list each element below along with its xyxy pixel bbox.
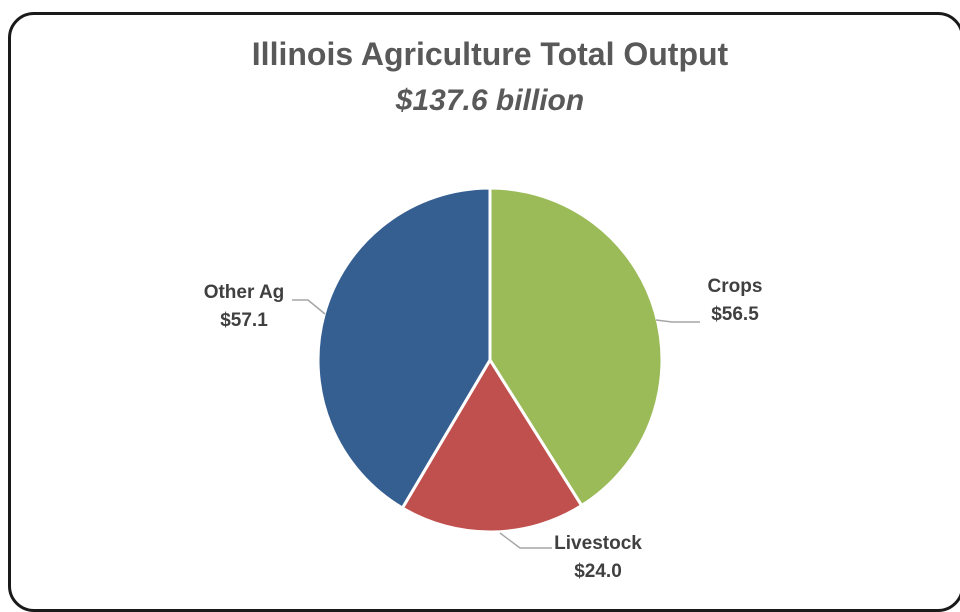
pie-slice-livestock [400, 357, 584, 534]
leader-line-crops [655, 319, 700, 323]
pie-slice-other-ag [316, 186, 492, 511]
leader-line-other-ag [292, 299, 326, 315]
leader-line-livestock [499, 532, 552, 549]
chart-subtitle: $137.6 billion [395, 84, 585, 117]
data-label-category: Crops [708, 276, 763, 297]
data-labels: Crops $56.5 Livestock $24.0 Other Ag $57.1 [204, 276, 763, 582]
pie-chart: Crops $56.5 Livestock $24.0 Other Ag $57.1 [204, 186, 763, 582]
leader-lines [292, 299, 700, 549]
pie-slices [316, 186, 664, 534]
data-label-category: Other Ag [204, 282, 285, 303]
data-label-category: Livestock [554, 533, 642, 554]
data-label-value: $57.1 [220, 310, 268, 331]
chart-title: Illinois Agriculture Total Output [251, 36, 729, 72]
data-label-value: $56.5 [711, 304, 759, 325]
data-label-value: $24.0 [574, 561, 622, 582]
